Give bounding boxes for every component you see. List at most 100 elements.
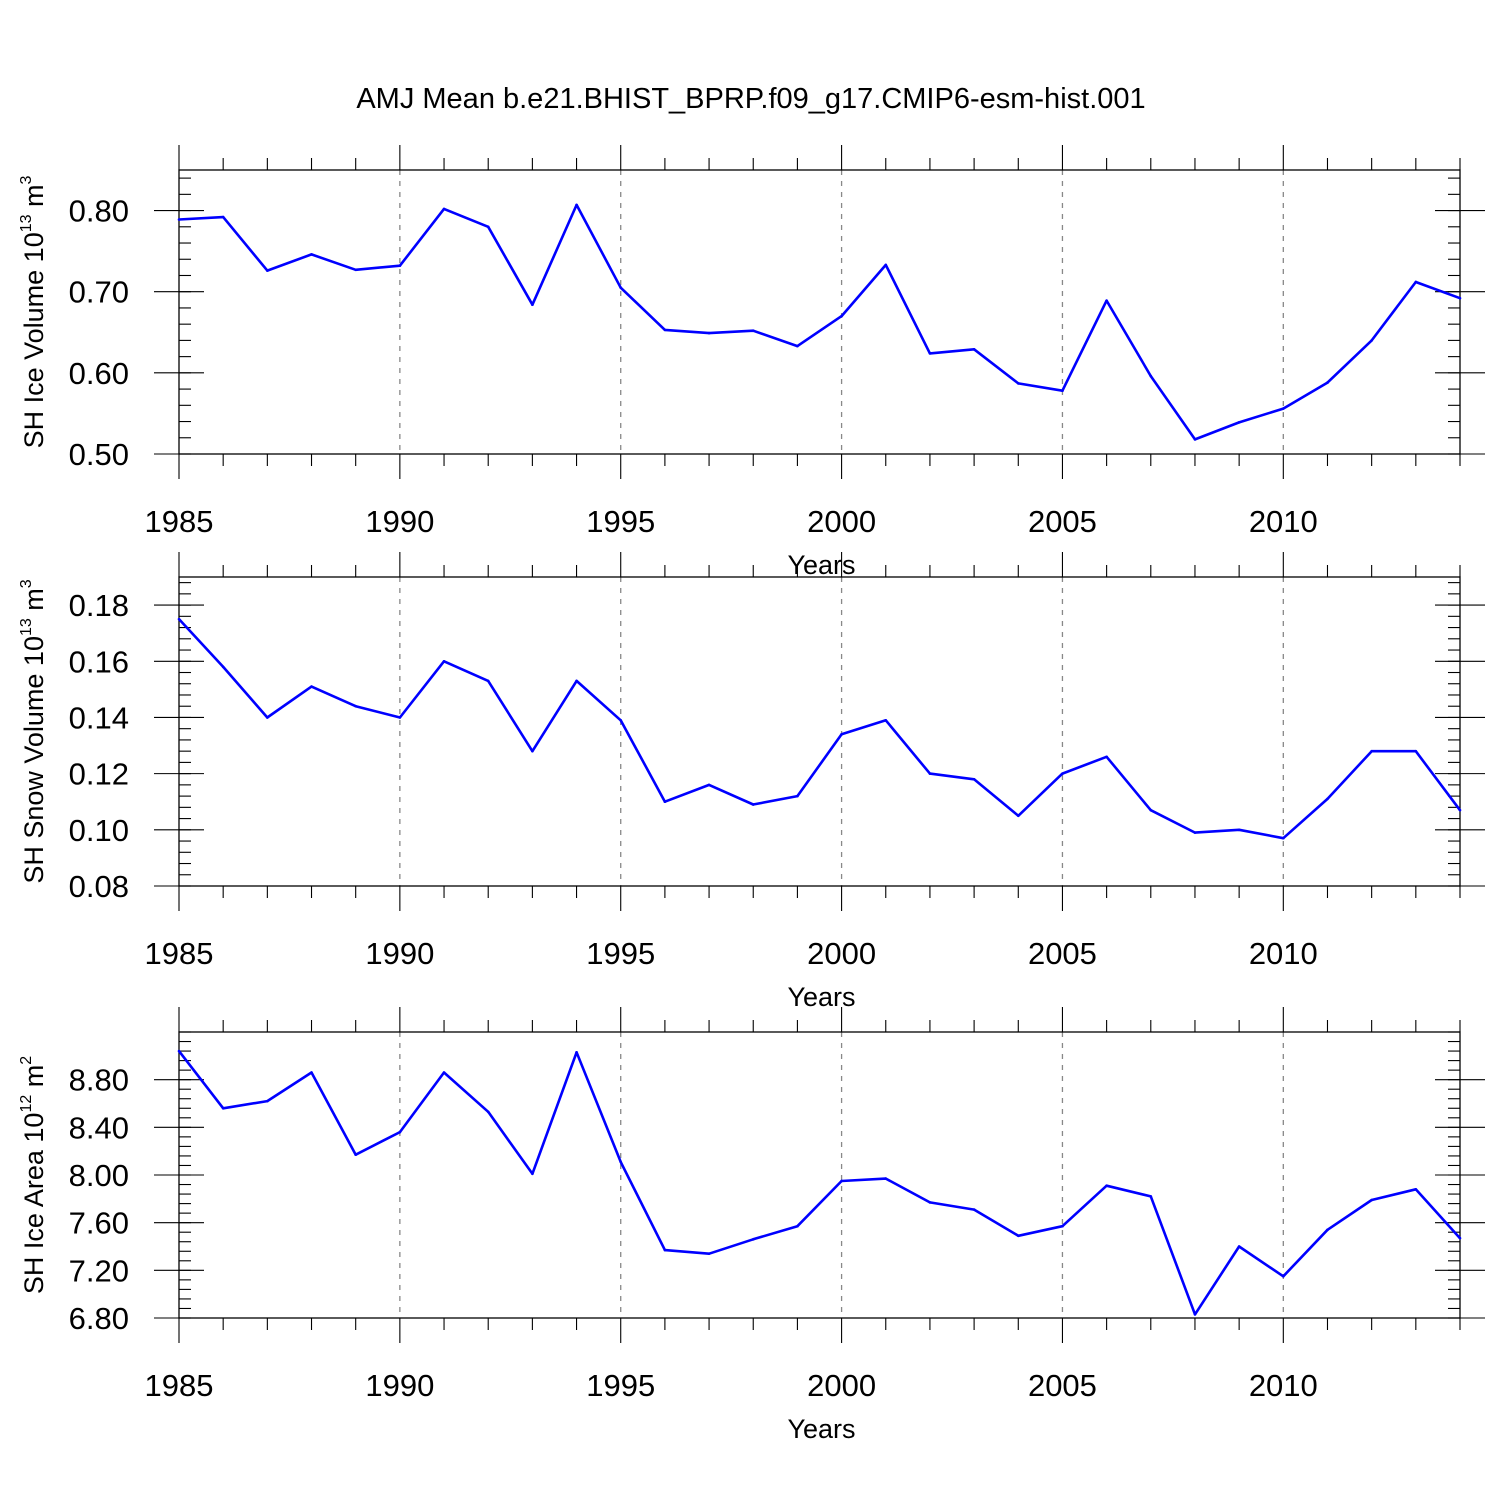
data-point-2000 bbox=[840, 314, 843, 318]
series-line-sh-snow-volume bbox=[178, 618, 1462, 840]
y-axis-title-unit-exp: 3 bbox=[18, 175, 35, 184]
data-point-1988 bbox=[310, 685, 313, 688]
data-point-2008 bbox=[1193, 1313, 1197, 1316]
data-point-2008 bbox=[1193, 831, 1197, 834]
data-point-2007 bbox=[1149, 374, 1153, 378]
data-point-2010 bbox=[1282, 1274, 1285, 1278]
data-point-2013 bbox=[1414, 280, 1418, 284]
y-axis-title-unit: m bbox=[19, 588, 49, 618]
data-point-2009 bbox=[1237, 1245, 1241, 1248]
data-point-1986 bbox=[221, 215, 225, 219]
plot-frame bbox=[178, 576, 1461, 887]
x-tick-label: 1985 bbox=[145, 504, 214, 539]
data-point-2003 bbox=[972, 1208, 976, 1211]
data-point-2001 bbox=[884, 1177, 888, 1180]
chart-panel-1: 1985 1990 1995 2000 2005 2010 Years 0.50 0.60 0.7… bbox=[18, 145, 1485, 580]
data-point-1998 bbox=[751, 329, 755, 332]
y-tick-label: 8.00 bbox=[69, 1158, 129, 1193]
y-axis-title-unit: m bbox=[19, 184, 49, 214]
y-tick-label: 0.14 bbox=[69, 700, 129, 735]
data-point-2000 bbox=[840, 1179, 843, 1183]
x-tick-label: 2010 bbox=[1249, 1368, 1318, 1403]
data-point-2012 bbox=[1370, 339, 1373, 342]
data-point-1987 bbox=[266, 716, 269, 719]
data-point-1999 bbox=[796, 794, 799, 798]
data-point-2002 bbox=[928, 352, 932, 355]
x-axis-title: Years bbox=[787, 982, 855, 1012]
plot-frame bbox=[178, 169, 1461, 455]
data-point-2011 bbox=[1326, 381, 1329, 384]
data-point-2003 bbox=[972, 348, 976, 351]
x-tick-label: 2005 bbox=[1028, 936, 1097, 971]
data-point-2002 bbox=[928, 1201, 932, 1204]
data-point-1999 bbox=[796, 1224, 799, 1228]
y-axis-title-unit-exp: 2 bbox=[18, 1056, 35, 1065]
y-tick-label: 0.10 bbox=[69, 813, 129, 848]
data-point-1989 bbox=[354, 268, 357, 272]
data-point-2001 bbox=[884, 263, 888, 267]
data-point-2004 bbox=[1016, 382, 1020, 385]
data-point-2012 bbox=[1370, 1198, 1373, 1202]
y-tick-label: 0.08 bbox=[69, 869, 129, 904]
x-tick-label: 1985 bbox=[145, 936, 214, 971]
y-tick-label: 6.80 bbox=[69, 1301, 129, 1336]
data-point-1991 bbox=[442, 207, 446, 211]
y-axis-title-exp: 13 bbox=[18, 618, 35, 636]
x-tick-label: 1995 bbox=[586, 504, 655, 539]
data-point-2014 bbox=[1458, 296, 1462, 300]
data-point-2005 bbox=[1061, 389, 1064, 393]
x-axis-title: Years bbox=[787, 550, 855, 580]
chart-panel-3: 1985 1990 1995 2000 2005 2010 Years 6.80 7.20 7.6… bbox=[18, 1007, 1485, 1444]
data-point-2004 bbox=[1016, 814, 1020, 818]
y-tick-label: 0.18 bbox=[69, 588, 129, 623]
x-tick-label: 1995 bbox=[586, 1368, 655, 1403]
series-line-sh-ice-volume bbox=[178, 203, 1461, 441]
data-point-2012 bbox=[1370, 749, 1373, 753]
x-tick-label: 2000 bbox=[807, 936, 876, 971]
data-point-2008 bbox=[1193, 438, 1197, 441]
y-axis-title-unit-exp: 3 bbox=[18, 579, 35, 588]
data-point-2013 bbox=[1414, 749, 1418, 753]
data-point-1985 bbox=[177, 1049, 181, 1053]
data-point-2006 bbox=[1105, 755, 1108, 759]
y-tick-label: 7.20 bbox=[69, 1253, 129, 1288]
data-point-1991 bbox=[442, 1071, 446, 1074]
data-point-2005 bbox=[1061, 1224, 1064, 1228]
y-axis-title: SH Ice Volume 1013 m3 bbox=[18, 175, 49, 448]
data-point-1987 bbox=[266, 1099, 269, 1103]
y-tick-label: 8.40 bbox=[69, 1110, 129, 1145]
data-point-2001 bbox=[884, 718, 888, 722]
data-point-2005 bbox=[1061, 772, 1064, 775]
data-point-2009 bbox=[1237, 421, 1241, 424]
x-tick-label: 2010 bbox=[1249, 504, 1318, 539]
data-point-1990 bbox=[398, 264, 402, 268]
y-axis-title: SH Snow Volume 1013 m3 bbox=[18, 579, 49, 883]
data-point-1998 bbox=[751, 1238, 755, 1241]
data-point-1985 bbox=[177, 218, 181, 221]
data-point-1995 bbox=[619, 1160, 623, 1164]
x-tick-label: 2000 bbox=[807, 1368, 876, 1403]
data-point-1996 bbox=[663, 1248, 667, 1252]
figure-title: AMJ Mean b.e21.BHIST_BPRP.f09_g17.CMIP6-… bbox=[356, 83, 1145, 115]
data-point-2007 bbox=[1149, 808, 1153, 812]
y-tick-label: 0.60 bbox=[69, 356, 129, 391]
data-point-1999 bbox=[796, 344, 799, 348]
data-point-2011 bbox=[1326, 797, 1329, 801]
data-point-2011 bbox=[1326, 1228, 1329, 1232]
data-point-2014 bbox=[1458, 1236, 1462, 1240]
data-point-1990 bbox=[398, 716, 402, 719]
x-tick-label: 2005 bbox=[1028, 504, 1097, 539]
x-tick-label: 1985 bbox=[145, 1368, 214, 1403]
data-point-1998 bbox=[751, 803, 755, 806]
y-axis-title: SH Ice Area 1012 m2 bbox=[18, 1056, 49, 1294]
data-point-1985 bbox=[177, 617, 181, 621]
y-tick-label: 0.80 bbox=[69, 194, 129, 229]
data-point-2006 bbox=[1105, 299, 1108, 302]
data-point-1988 bbox=[310, 1071, 313, 1074]
data-point-1994 bbox=[575, 679, 578, 683]
data-point-1992 bbox=[486, 225, 490, 229]
y-axis-title-exp: 13 bbox=[18, 214, 35, 232]
data-point-1996 bbox=[663, 328, 667, 332]
data-point-1993 bbox=[531, 303, 534, 306]
